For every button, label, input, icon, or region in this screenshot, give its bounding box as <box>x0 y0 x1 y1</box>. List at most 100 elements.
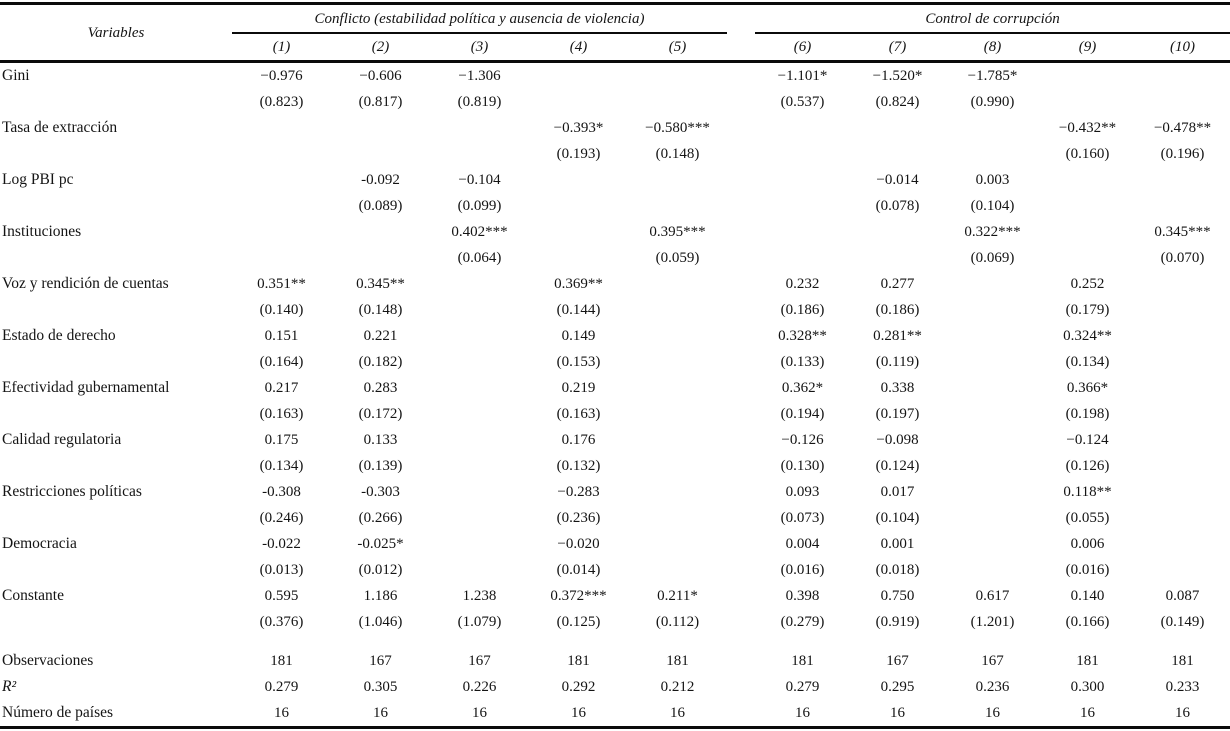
row-label <box>0 453 232 479</box>
std-error-cell <box>1135 297 1230 323</box>
row-label: Observaciones <box>2 652 94 669</box>
group-gutter <box>727 297 755 323</box>
stat-cell: 16 <box>1080 705 1096 721</box>
coefficient-cell: 0.372*** <box>550 588 607 604</box>
std-error-cell <box>430 401 529 427</box>
coefficient-cell <box>430 427 529 453</box>
spacer-row <box>0 635 1230 648</box>
group-gutter <box>727 375 755 401</box>
row-label: R² <box>2 678 17 695</box>
std-error-cell <box>628 453 727 479</box>
row-label: Tasa de extracción <box>2 119 118 136</box>
coefficient-cell <box>1135 62 1230 90</box>
coefficient-cell: 0.595 <box>264 588 299 604</box>
coefficient-cell: 0.093 <box>785 484 820 500</box>
std-error-cell: (0.018) <box>875 562 920 578</box>
coefficient-cell: 0.252 <box>1070 276 1105 292</box>
coefficient-row: Voz y rendición de cuentas 0.351** 0.345**… <box>0 271 1230 297</box>
std-error-cell: (0.139) <box>358 458 403 474</box>
std-error-cell <box>232 245 331 271</box>
stat-cell: 0.233 <box>1165 679 1200 695</box>
coefficient-row: Gini −0.976 −0.606 −1.306 −1.101* −1.520* −1.7… <box>0 62 1230 90</box>
group-gutter <box>727 245 755 271</box>
std-error-cell: (0.014) <box>556 562 601 578</box>
coefficient-cell <box>1135 479 1230 505</box>
std-error-row: (0.246) (0.266) (0.236) (0.073) (0.104) (0.05… <box>0 505 1230 531</box>
std-error-cell <box>945 297 1040 323</box>
coefficient-cell: 0.221 <box>363 328 398 344</box>
group-gutter <box>727 193 755 219</box>
stat-cell: 16 <box>1175 705 1191 721</box>
std-error-cell <box>628 193 727 219</box>
std-error-cell: (0.194) <box>780 406 825 422</box>
std-error-cell <box>430 297 529 323</box>
std-error-cell: (0.070) <box>1160 250 1205 266</box>
std-error-cell: (0.824) <box>875 94 920 110</box>
coefficient-cell: 0.017 <box>880 484 915 500</box>
coefficient-cell <box>430 479 529 505</box>
coefficient-cell: −1.785* <box>967 68 1018 84</box>
coefficient-row: Calidad regulatoria 0.175 0.133 0.176 −0.126… <box>0 427 1230 453</box>
coefficient-cell <box>628 167 727 193</box>
stat-cell: 167 <box>886 653 909 669</box>
std-error-row: (0.193) (0.148) (0.160) (0.196) <box>0 141 1230 167</box>
std-error-cell: (0.149) <box>1160 614 1205 630</box>
group-header-conflicto: Conflicto (estabilidad política y ausenc… <box>232 3 728 34</box>
column-header-4: (4) <box>529 33 628 63</box>
column-header-3: (3) <box>430 33 529 63</box>
coefficient-cell <box>430 531 529 557</box>
coefficient-row: Constante 0.595 1.186 1.238 0.372*** 0.211* 0.… <box>0 583 1230 609</box>
stat-cell: 181 <box>567 653 590 669</box>
std-error-cell <box>1135 349 1230 375</box>
coefficient-cell: −0.014 <box>876 172 919 188</box>
row-label: Voz y rendición de cuentas <box>2 275 169 292</box>
std-error-cell: (0.134) <box>259 458 304 474</box>
stat-cell: 0.295 <box>880 679 915 695</box>
coefficient-cell <box>755 115 850 141</box>
std-error-cell <box>850 245 945 271</box>
std-error-cell: (0.012) <box>358 562 403 578</box>
std-error-cell <box>1040 193 1135 219</box>
coefficient-cell <box>1040 219 1135 245</box>
stat-cell: 0.300 <box>1070 679 1105 695</box>
std-error-cell <box>232 193 331 219</box>
std-error-cell: (0.130) <box>780 458 825 474</box>
std-error-cell: (0.125) <box>556 614 601 630</box>
std-error-cell <box>331 141 430 167</box>
std-error-row: (0.140) (0.148) (0.144) (0.186) (0.186) (0.17… <box>0 297 1230 323</box>
coefficient-cell: −0.393* <box>553 120 604 136</box>
group-gutter <box>727 349 755 375</box>
coefficient-cell: 0.149 <box>561 328 596 344</box>
coefficient-cell <box>232 115 331 141</box>
coefficient-cell <box>628 375 727 401</box>
stat-cell: 167 <box>981 653 1004 669</box>
std-error-cell: (0.104) <box>875 510 920 526</box>
coefficient-cell: 0.398 <box>785 588 820 604</box>
coefficient-cell: −0.126 <box>781 432 824 448</box>
std-error-row: (0.013) (0.012) (0.014) (0.016) (0.018) (0.01… <box>0 557 1230 583</box>
column-header-8: (8) <box>945 33 1041 63</box>
std-error-cell <box>628 349 727 375</box>
variables-column-header: Variables <box>0 3 232 63</box>
coefficient-cell: 0.362* <box>781 380 824 396</box>
stat-row: Observaciones 181 167 167 181 181 181 167 167 181… <box>0 648 1230 674</box>
group-gutter <box>727 167 755 193</box>
coefficient-cell <box>628 62 727 90</box>
coefficient-cell <box>945 271 1040 297</box>
std-error-cell: (0.160) <box>1065 146 1110 162</box>
coefficient-cell: -0.308 <box>262 484 301 500</box>
std-error-cell: (0.153) <box>556 354 601 370</box>
coefficient-cell <box>1135 531 1230 557</box>
std-error-cell <box>755 245 850 271</box>
coefficient-cell: 0.217 <box>264 380 299 396</box>
coefficient-cell: -0.022 <box>262 536 301 552</box>
coefficient-cell: −0.478** <box>1153 120 1212 136</box>
coefficient-cell <box>1135 323 1230 349</box>
coefficient-row: Estado de derecho 0.151 0.221 0.149 0.328** 0… <box>0 323 1230 349</box>
coefficient-cell: 0.211* <box>657 588 698 604</box>
std-error-cell: (0.134) <box>1065 354 1110 370</box>
row-label <box>0 609 232 635</box>
coefficient-row: Democracia -0.022 -0.025* −0.020 0.004 0.001 0… <box>0 531 1230 557</box>
std-error-cell <box>1135 505 1230 531</box>
coefficient-cell: −1.520* <box>872 68 923 84</box>
